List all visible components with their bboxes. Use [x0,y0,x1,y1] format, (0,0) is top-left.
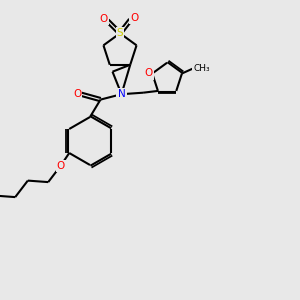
Text: O: O [144,68,152,79]
Text: S: S [117,28,123,38]
Text: N: N [118,89,125,99]
Text: CH₃: CH₃ [193,64,210,73]
Text: O: O [100,14,108,24]
Text: O: O [57,161,65,171]
Text: O: O [73,89,81,99]
Text: O: O [130,13,138,23]
